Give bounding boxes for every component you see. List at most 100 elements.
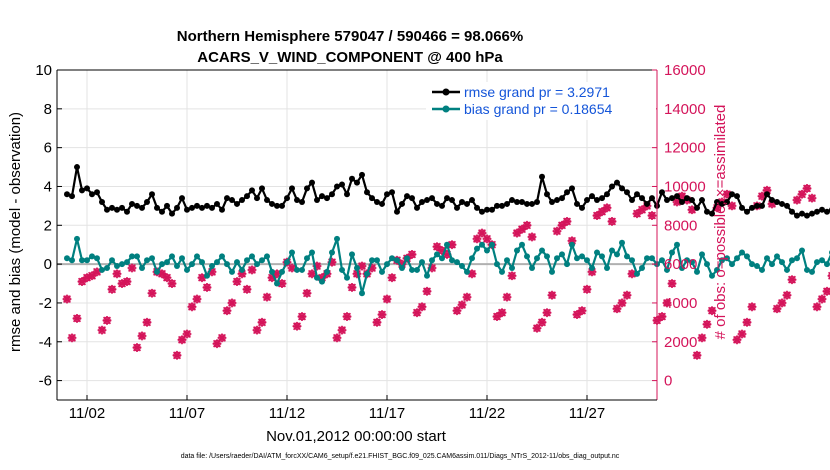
bias-point bbox=[379, 268, 385, 275]
rmse-point bbox=[269, 200, 275, 207]
bias-point bbox=[689, 259, 695, 266]
obs-assimilated-point bbox=[527, 232, 537, 242]
rmse-point bbox=[769, 197, 775, 204]
bias-point bbox=[489, 241, 495, 248]
obs-assimilated-point bbox=[737, 329, 747, 339]
obs-assimilated-point bbox=[212, 339, 222, 349]
rmse-point bbox=[414, 204, 420, 211]
rmse-point bbox=[409, 195, 415, 202]
rmse-point bbox=[554, 197, 560, 204]
bias-point bbox=[344, 274, 350, 281]
rmse-point bbox=[169, 210, 175, 217]
y-tick-label: -6 bbox=[39, 373, 52, 390]
obs-assimilated-point bbox=[167, 279, 177, 288]
obs-assimilated-point bbox=[337, 325, 347, 335]
obs-assimilated-point bbox=[242, 284, 252, 294]
bias-point bbox=[234, 259, 240, 266]
bias-point bbox=[279, 268, 285, 275]
x-tick-label: 11/07 bbox=[169, 405, 205, 422]
rmse-point bbox=[534, 199, 540, 205]
bias-point bbox=[464, 268, 470, 275]
obs-assimilated-point bbox=[807, 193, 817, 203]
rmse-point bbox=[784, 202, 790, 209]
obs-assimilated-point bbox=[567, 236, 577, 246]
obs-assimilated-point bbox=[822, 286, 830, 296]
rmse-point bbox=[289, 185, 295, 192]
obs-assimilated-point bbox=[277, 279, 287, 288]
obs-assimilated-point bbox=[602, 203, 612, 213]
obs-assimilated-point bbox=[122, 277, 132, 287]
bias-point bbox=[784, 266, 790, 273]
rmse-point bbox=[804, 212, 810, 219]
obs-assimilated-point bbox=[412, 308, 422, 318]
bias-point bbox=[754, 263, 760, 270]
obs-assimilated-point bbox=[262, 292, 272, 302]
obs-assimilated-point bbox=[177, 335, 187, 345]
obs-assimilated-point bbox=[352, 269, 362, 279]
rmse-point bbox=[139, 204, 145, 211]
obs-assimilated-point bbox=[102, 315, 112, 325]
bias-point bbox=[214, 259, 220, 266]
bias-point bbox=[94, 255, 100, 262]
rmse-point bbox=[484, 206, 490, 213]
rmse-point bbox=[779, 200, 785, 207]
obs-assimilated-point bbox=[797, 189, 807, 199]
rmse-point bbox=[709, 210, 715, 217]
rmse-point bbox=[519, 199, 525, 205]
rmse-point bbox=[109, 204, 115, 211]
rmse-point bbox=[814, 208, 820, 215]
y2-tick-label: 8000 bbox=[664, 217, 697, 234]
rmse-point bbox=[74, 164, 80, 171]
bias-point bbox=[479, 241, 485, 248]
bias-point bbox=[499, 268, 505, 275]
rmse-point bbox=[299, 199, 305, 205]
rmse-point bbox=[489, 206, 495, 213]
y-axis-label: rmse and bias (model - observation) bbox=[7, 112, 24, 352]
obs-assimilated-point bbox=[667, 279, 677, 288]
obs-assimilated-point bbox=[517, 224, 527, 234]
bias-point bbox=[144, 257, 150, 264]
rmse-point bbox=[339, 181, 345, 188]
rmse-point bbox=[694, 204, 700, 211]
bias-point bbox=[769, 261, 775, 268]
rmse-point bbox=[379, 200, 385, 207]
obs-assimilated-point bbox=[672, 197, 682, 207]
bias-point bbox=[179, 255, 185, 262]
rmse-point bbox=[704, 208, 710, 215]
rmse-point bbox=[664, 197, 670, 204]
bias-point bbox=[89, 253, 95, 260]
obs-assimilated-point bbox=[367, 263, 377, 273]
rmse-point bbox=[399, 200, 405, 207]
rmse-point bbox=[809, 210, 815, 217]
bias-point bbox=[539, 247, 545, 254]
chart-title: Northern Hemisphere 579047 / 590466 = 98… bbox=[177, 28, 523, 45]
bias-point bbox=[99, 266, 105, 273]
rmse-point bbox=[474, 204, 480, 211]
bias-point bbox=[84, 257, 90, 264]
obs-assimilated-point bbox=[422, 286, 432, 296]
y2-axis-label: # of obs: o=possible; ×=assimilated bbox=[712, 105, 729, 340]
rmse-point bbox=[234, 200, 240, 207]
bias-point bbox=[514, 247, 520, 254]
bias-point bbox=[349, 251, 355, 258]
obs-assimilated-point bbox=[772, 304, 782, 314]
rmse-point bbox=[364, 189, 370, 196]
rmse-point bbox=[819, 206, 825, 213]
bias-point bbox=[384, 261, 390, 268]
rmse-point bbox=[309, 179, 315, 186]
y2-tick-label: 0 bbox=[664, 373, 672, 390]
bias-point bbox=[619, 239, 625, 246]
bias-point bbox=[219, 253, 225, 260]
bias-point bbox=[104, 265, 110, 271]
bias-point bbox=[459, 263, 465, 270]
rmse-point bbox=[564, 189, 570, 196]
bias-point bbox=[424, 272, 430, 279]
rmse-point bbox=[499, 202, 505, 209]
bias-point bbox=[129, 253, 135, 260]
rmse-point bbox=[494, 202, 500, 209]
rmse-point bbox=[99, 199, 105, 205]
obs-assimilated-point bbox=[597, 207, 607, 217]
obs-assimilated-point bbox=[692, 350, 702, 360]
rmse-point bbox=[674, 193, 680, 200]
rmse-point bbox=[164, 202, 170, 209]
